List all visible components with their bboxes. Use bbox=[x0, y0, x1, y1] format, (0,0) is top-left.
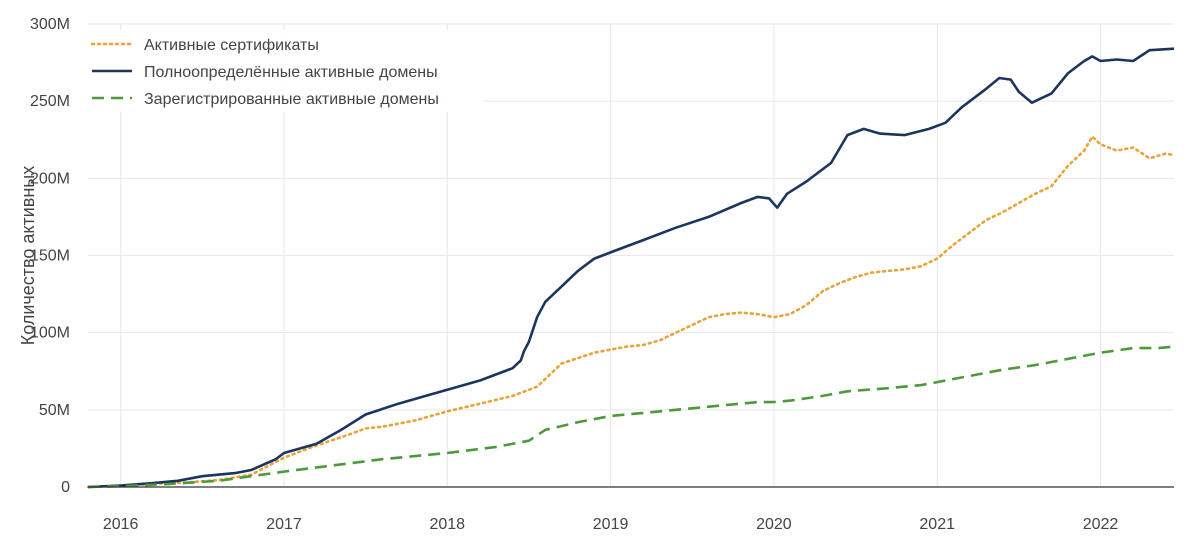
y-axis-ticks: 0 50M 100M 150M 200M 250M 300M bbox=[30, 16, 70, 496]
legend-label: Полноопределённые активные домены bbox=[144, 64, 438, 81]
y-tick-label: 0 bbox=[61, 479, 70, 496]
legend-label: Зарегистрированные активные домены bbox=[144, 91, 439, 108]
x-tick-label: 2020 bbox=[756, 516, 792, 533]
x-tick-label: 2019 bbox=[593, 516, 629, 533]
series-line-0 bbox=[86, 135, 1176, 489]
legend-background bbox=[84, 30, 484, 112]
x-tick-label: 2017 bbox=[266, 516, 302, 533]
series-lines bbox=[86, 47, 1176, 489]
y-axis-label: Количество активных bbox=[18, 166, 38, 346]
legend-label: Активные сертификаты bbox=[144, 37, 319, 54]
y-tick-label: 250M bbox=[30, 93, 70, 110]
y-tick-label: 50M bbox=[39, 402, 70, 419]
x-axis-ticks: 2016 2017 2018 2019 2020 2021 2022 bbox=[103, 516, 1119, 533]
legend: Активные сертификаты Полноопределённые ак… bbox=[84, 30, 484, 112]
x-tick-label: 2016 bbox=[103, 516, 139, 533]
y-tick-label: 200M bbox=[30, 170, 70, 187]
y-tick-label: 300M bbox=[30, 16, 70, 33]
series-line-2 bbox=[87, 345, 1175, 489]
y-tick-label: 150M bbox=[30, 248, 70, 265]
x-tick-label: 2021 bbox=[919, 516, 955, 533]
x-tick-label: 2022 bbox=[1083, 516, 1119, 533]
series-line-1 bbox=[87, 47, 1175, 489]
x-tick-label: 2018 bbox=[429, 516, 465, 533]
y-tick-label: 100M bbox=[30, 325, 70, 342]
